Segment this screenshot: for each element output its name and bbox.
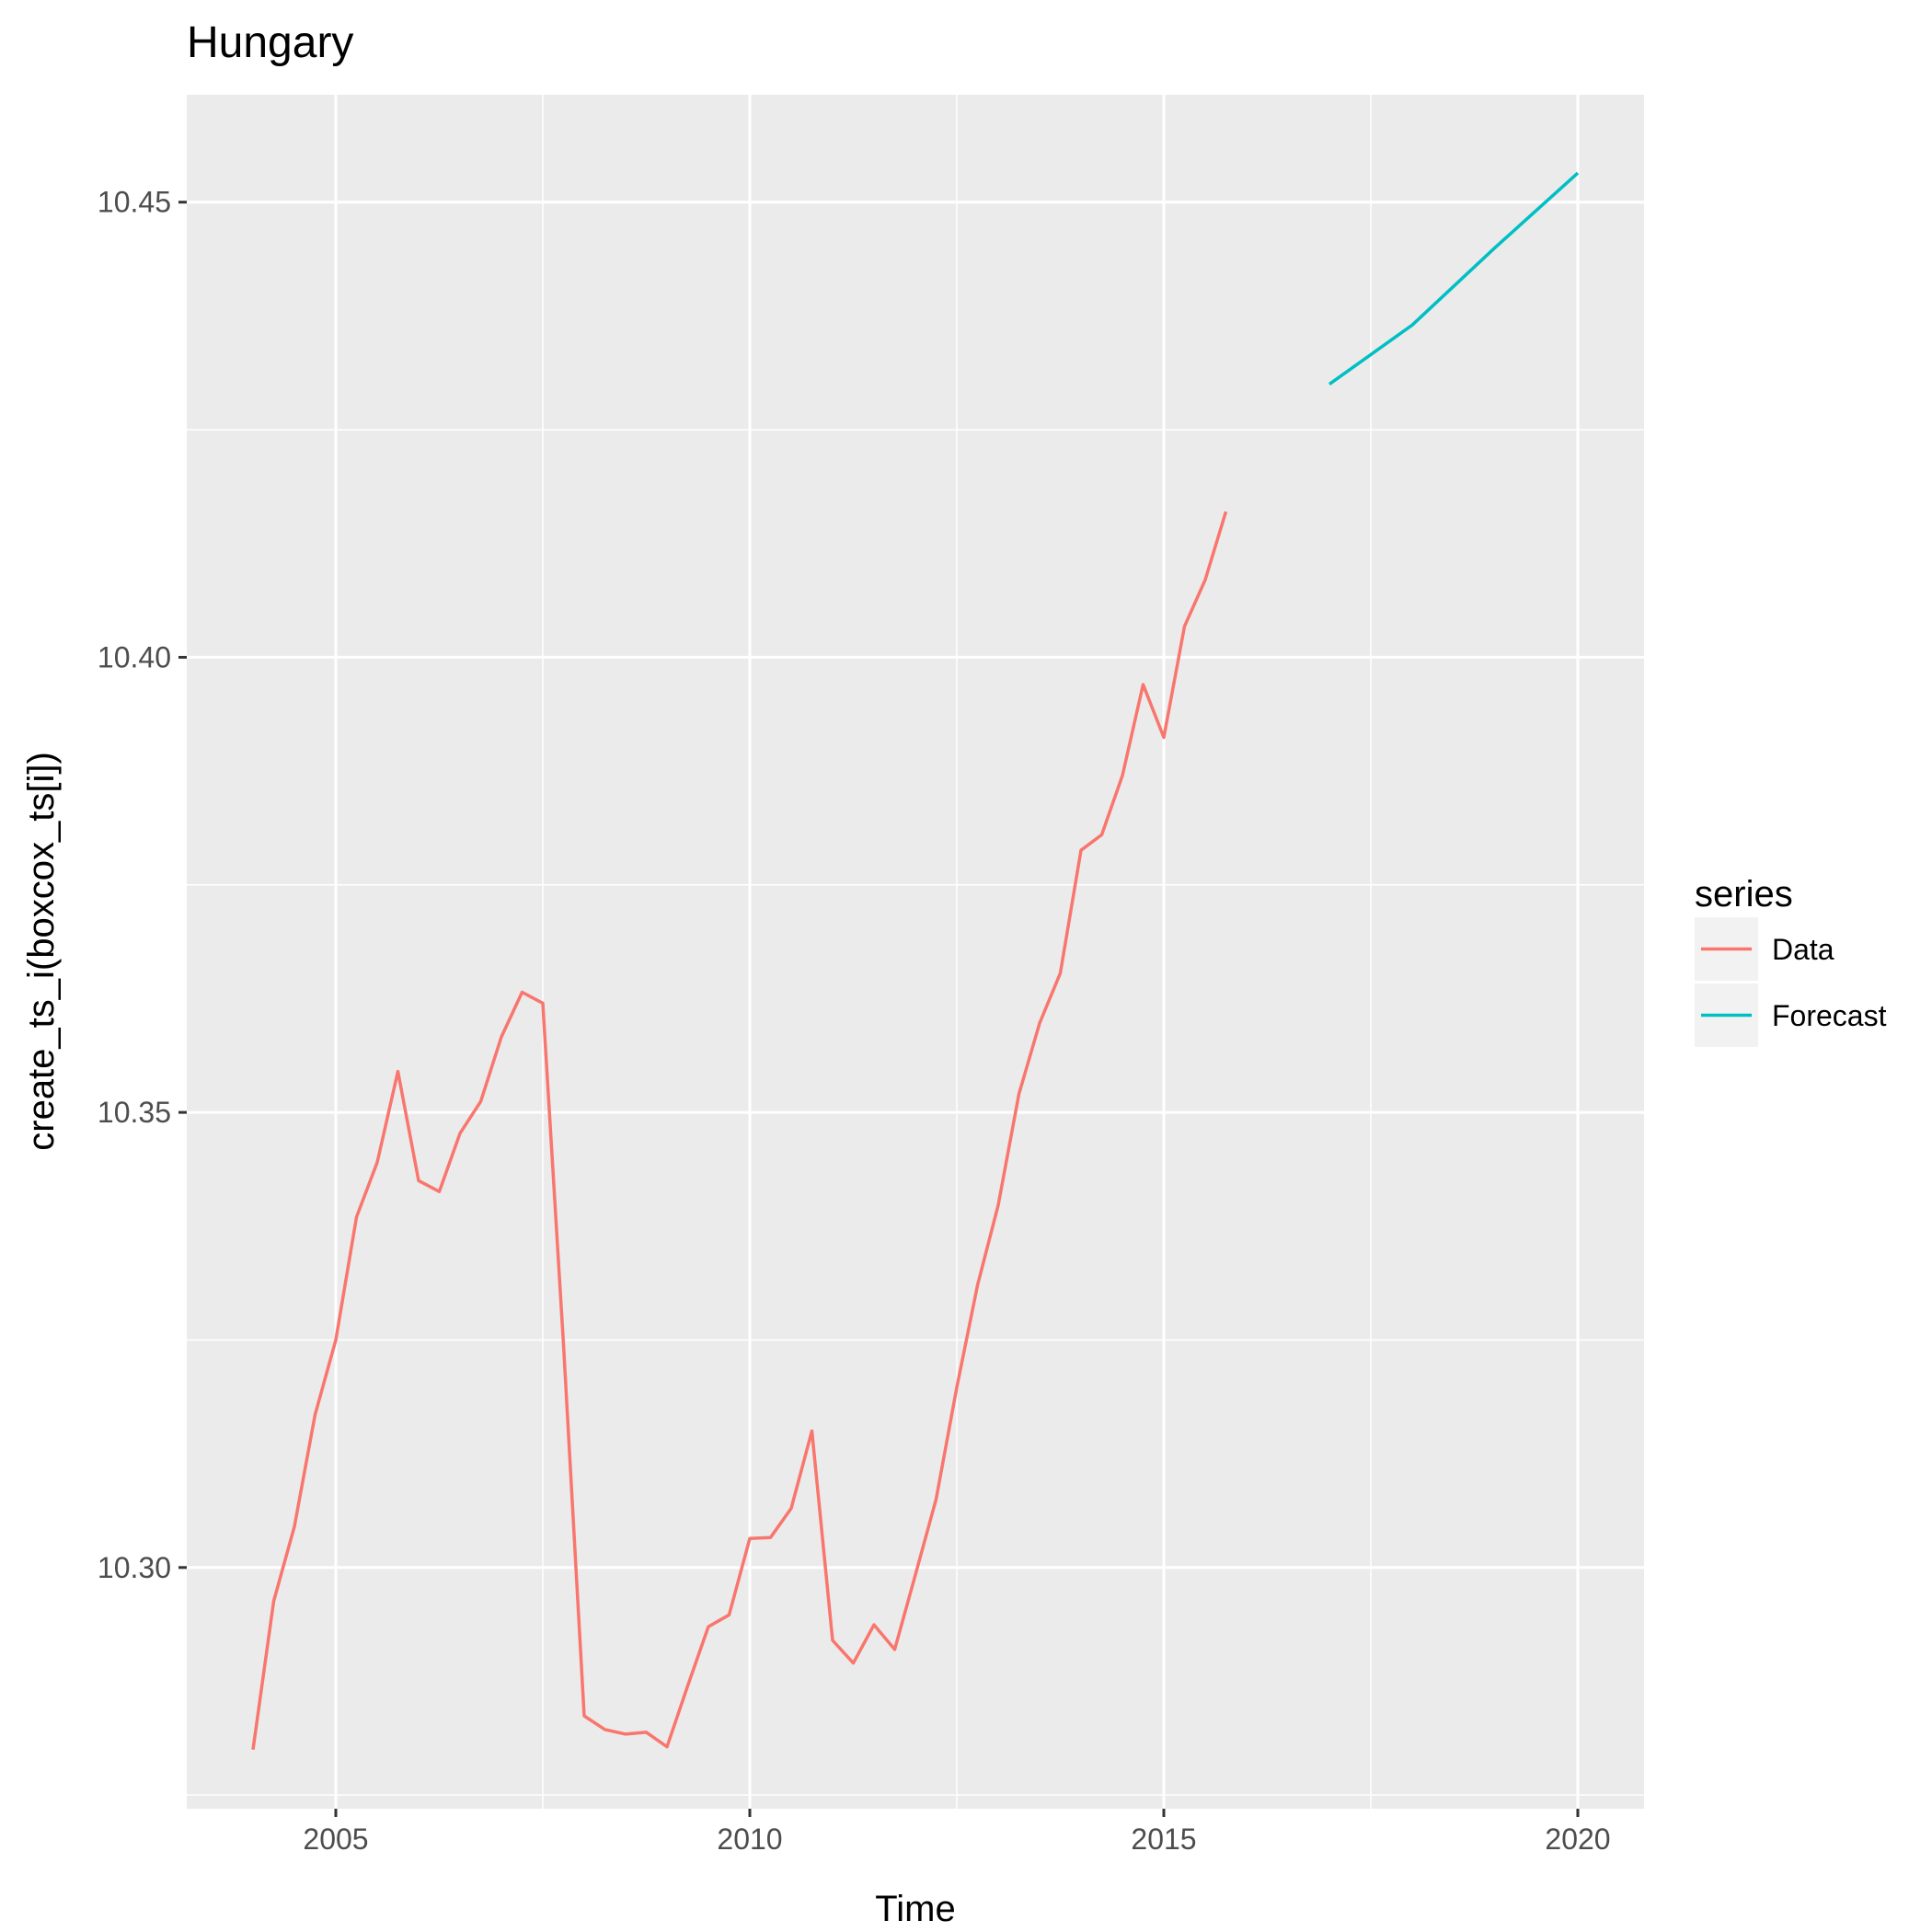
y-tick-label: 10.45 bbox=[98, 186, 171, 219]
y-tick-label: 10.40 bbox=[98, 640, 171, 673]
x-tick-label: 2010 bbox=[717, 1823, 782, 1856]
y-axis-title: create_ts_i(boxcox_ts[i]) bbox=[21, 752, 62, 1151]
legend-title: series bbox=[1695, 874, 1793, 914]
chart-title: Hungary bbox=[187, 18, 353, 67]
x-tick-label: 2015 bbox=[1131, 1823, 1196, 1856]
major-grid bbox=[187, 95, 1644, 1809]
x-axis: 2005 2010 2015 2020 bbox=[303, 1809, 1611, 1856]
minor-grid bbox=[187, 95, 1644, 1809]
x-tick-label: 2020 bbox=[1545, 1823, 1610, 1856]
y-tick-label: 10.30 bbox=[98, 1551, 171, 1584]
series-layer bbox=[251, 171, 1580, 1750]
y-tick-label: 10.35 bbox=[98, 1096, 171, 1129]
x-tick-label: 2005 bbox=[303, 1823, 368, 1856]
legend-label-data: Data bbox=[1772, 933, 1834, 966]
legend: series Data Forecast bbox=[1695, 874, 1887, 1047]
y-axis: 10.30 10.35 10.40 10.45 bbox=[98, 186, 187, 1584]
legend-label-forecast: Forecast bbox=[1772, 999, 1887, 1032]
series-line-forecast bbox=[1328, 171, 1580, 386]
series-line-data bbox=[251, 511, 1228, 1750]
plot-panel bbox=[187, 95, 1644, 1809]
x-axis-title: Time bbox=[875, 1889, 955, 1929]
